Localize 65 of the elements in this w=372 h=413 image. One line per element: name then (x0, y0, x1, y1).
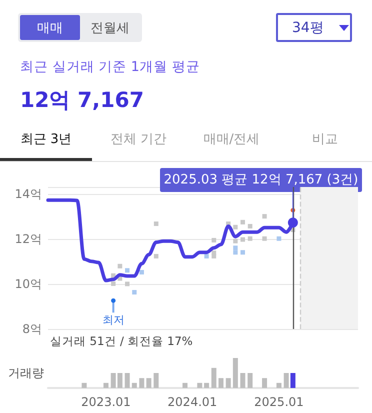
x-tick-label: 2025.01 (254, 395, 304, 409)
point (276, 236, 282, 241)
text: 실거래 51건 / 회전율 17% (50, 334, 193, 349)
point (111, 281, 116, 286)
point (212, 254, 216, 258)
bar (197, 382, 202, 388)
point (139, 270, 144, 274)
text: 전체 기간 (109, 131, 168, 149)
point (111, 298, 116, 303)
bar (139, 378, 144, 388)
point (240, 220, 246, 224)
point (240, 237, 246, 242)
bar (124, 373, 130, 388)
annotation: 최저 (102, 314, 124, 327)
y-tick-label: 10억 (14, 276, 42, 291)
text: 매매 (20, 15, 80, 40)
bar (132, 382, 137, 388)
bar (182, 382, 188, 388)
bar (146, 378, 152, 388)
point (125, 282, 130, 286)
bar (262, 378, 268, 388)
annotation: 2025.03 평균 12억 7,167 (3건) (164, 172, 358, 188)
point (248, 236, 252, 241)
text: 매매/전세 (202, 131, 261, 149)
chart-subtitle: 12억 7,167 (20, 87, 144, 114)
text: 비교 (311, 131, 339, 149)
point (233, 238, 238, 244)
y-axis-title: 거래량 (8, 366, 44, 380)
point (288, 218, 298, 228)
bar (103, 382, 108, 388)
bar (290, 373, 296, 388)
point (233, 246, 238, 250)
bar (82, 382, 87, 388)
bar (204, 382, 210, 388)
bar (154, 373, 159, 388)
chart-title: 최근 실거래 기준 1개월 평균 (20, 58, 200, 76)
point (233, 250, 238, 255)
text: 최근 3년 (0, 130, 92, 161)
text: 34평 (292, 18, 324, 36)
point (204, 254, 209, 258)
x-tick-label: 2023.01 (81, 395, 131, 409)
bar (226, 378, 231, 388)
point (118, 264, 122, 268)
bar (211, 368, 216, 388)
point (132, 290, 137, 295)
point (125, 268, 130, 273)
y-tick-label: 12억 (14, 232, 42, 246)
point (233, 224, 238, 230)
point (154, 254, 158, 258)
point (262, 236, 267, 241)
bar (240, 373, 246, 388)
text: 전월세 (90, 20, 130, 36)
y-tick-label: 14억 (14, 186, 42, 201)
point (154, 221, 158, 226)
point (240, 250, 246, 255)
point (248, 224, 252, 228)
bar (284, 373, 289, 388)
bar (276, 382, 282, 388)
point (212, 238, 216, 242)
point (262, 214, 267, 219)
bar (232, 358, 238, 388)
bar (248, 373, 253, 388)
x-tick-label: 2024.01 (168, 395, 218, 409)
y-tick-label: 8억 (22, 322, 42, 336)
bar (218, 378, 224, 388)
